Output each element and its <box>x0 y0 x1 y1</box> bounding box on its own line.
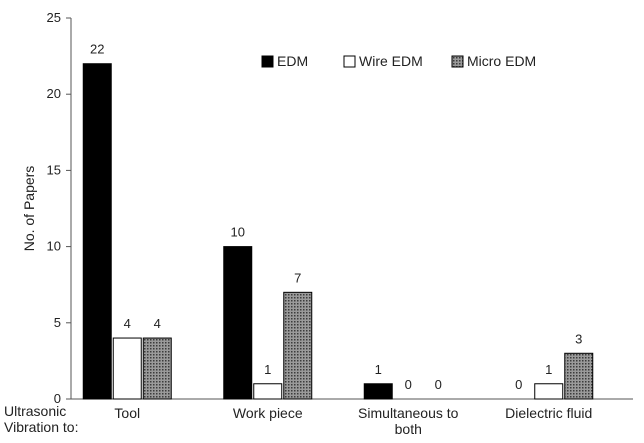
data-label: 7 <box>294 270 301 285</box>
legend-label: Micro EDM <box>467 53 536 69</box>
bar-micro-edm <box>564 352 594 400</box>
data-label: 10 <box>231 225 245 240</box>
bar-wire-edm <box>112 337 142 400</box>
y-tick-label: 10 <box>47 239 61 254</box>
bar-wire-edm <box>534 383 564 400</box>
bar-micro-edm <box>283 291 313 400</box>
x-axis-title: Ultrasonic <box>4 403 66 419</box>
legend-swatch-micro-edm <box>451 55 464 68</box>
y-tick-label: 15 <box>47 162 61 177</box>
data-label: 1 <box>375 362 382 377</box>
bar-edm <box>82 63 112 400</box>
legend-label: Wire EDM <box>359 53 423 69</box>
x-tick-label: Simultaneous to <box>358 405 459 421</box>
legend-swatch-edm <box>261 55 274 68</box>
bar-edm <box>363 383 393 400</box>
bar-micro-edm <box>142 337 172 400</box>
data-label: 0 <box>405 377 412 392</box>
legend-label: EDM <box>277 53 308 69</box>
y-axis-title: No. of Papers <box>21 166 37 252</box>
bar-edm <box>223 246 253 400</box>
legend-swatch-wire-edm <box>343 55 356 68</box>
data-label: 4 <box>124 316 131 331</box>
y-axis-title-group: No. of Papers <box>21 166 37 252</box>
data-label: 0 <box>515 377 522 392</box>
x-tick-label: both <box>395 421 422 437</box>
x-axis-title: Vibration to: <box>4 419 78 435</box>
legend: EDM Wire EDM Micro EDM <box>261 53 536 69</box>
data-label: 3 <box>575 331 582 346</box>
x-tick-label: Tool <box>114 405 140 421</box>
data-label: 0 <box>435 377 442 392</box>
y-tick-label: 20 <box>47 86 61 101</box>
data-label: 22 <box>90 42 104 57</box>
data-label: 4 <box>154 316 161 331</box>
y-tick-label: 0 <box>54 391 61 406</box>
y-tick-label: 25 <box>47 10 61 25</box>
data-label: 1 <box>545 362 552 377</box>
y-tick-label: 5 <box>54 315 61 330</box>
x-tick-label: Dielectric fluid <box>505 405 592 421</box>
bar-wire-edm <box>253 383 283 400</box>
data-label: 1 <box>264 362 271 377</box>
x-tick-label: Work piece <box>233 405 303 421</box>
